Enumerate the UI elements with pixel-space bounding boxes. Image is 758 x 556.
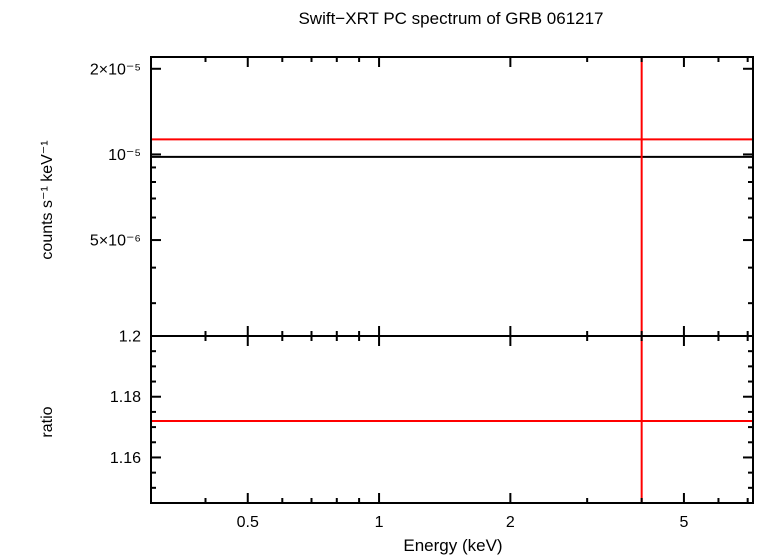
top-frame [150, 56, 754, 337]
top-ytick-label: 5×10⁻⁶ [90, 233, 141, 250]
top-ytick-label: 10⁻⁵ [108, 147, 141, 164]
top-ytick-label: 2×10⁻⁵ [90, 61, 141, 78]
chart-title: Swift−XRT PC spectrum of GRB 061217 [298, 9, 603, 28]
bottom-panel: 1.2 1.18 1.16 0.5 1 2 5 [110, 329, 754, 531]
xtick-label: 0.5 [237, 514, 259, 531]
xtick-label: 1 [375, 514, 384, 531]
bottom-frame [150, 335, 754, 504]
top-y-axis-label: counts s⁻¹ keV⁻¹ [39, 140, 56, 259]
bottom-ytick-label: 1.18 [110, 389, 141, 406]
bottom-ytick-label: 1.2 [119, 329, 141, 346]
xtick-label: 2 [506, 514, 515, 531]
x-axis-label: Energy (keV) [403, 536, 502, 555]
bottom-ytick-label: 1.16 [110, 450, 141, 467]
bottom-y-axis-label: ratio [39, 406, 56, 437]
xtick-label: 5 [679, 514, 688, 531]
top-panel: 2×10⁻⁵ 10⁻⁵ 5×10⁻⁶ [90, 56, 754, 337]
